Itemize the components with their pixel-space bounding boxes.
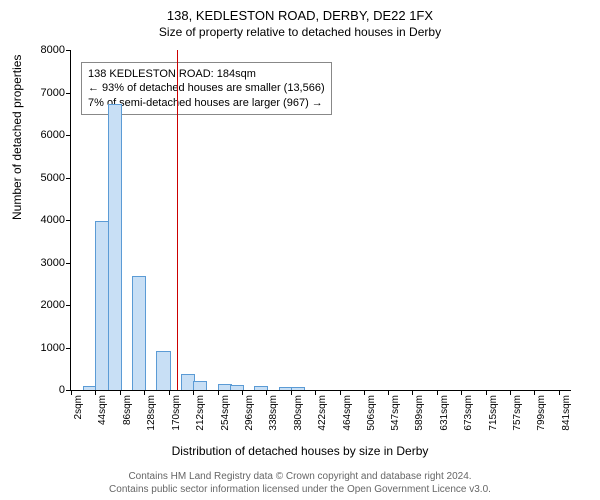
histogram-bar — [254, 386, 268, 390]
annotation-line-1: 138 KEDLESTON ROAD: 184sqm — [88, 67, 325, 81]
x-tick-label: 212sqm — [195, 395, 206, 445]
x-axis-label: Distribution of detached houses by size … — [0, 444, 600, 458]
x-tick — [193, 390, 194, 395]
y-tick-label: 5000 — [25, 172, 65, 184]
histogram-bar — [193, 381, 207, 391]
x-tick — [364, 390, 365, 395]
reference-marker-line — [177, 50, 178, 390]
x-tick — [218, 390, 219, 395]
y-tick-label: 1000 — [25, 342, 65, 354]
x-tick-label: 589sqm — [414, 395, 425, 445]
y-tick — [66, 135, 71, 136]
x-tick-label: 380sqm — [293, 395, 304, 445]
y-axis-label: Number of detached properties — [10, 55, 24, 220]
y-tick-label: 2000 — [25, 299, 65, 311]
y-tick — [66, 263, 71, 264]
histogram-bar — [108, 104, 122, 390]
x-tick-label: 296sqm — [244, 395, 255, 445]
annotation-line-3: 7% of semi-detached houses are larger (9… — [88, 96, 325, 110]
x-tick — [486, 390, 487, 395]
x-tick-label: 547sqm — [390, 395, 401, 445]
histogram-bar — [132, 276, 146, 390]
footer-attribution: Contains HM Land Registry data © Crown c… — [0, 470, 600, 496]
x-tick-label: 673sqm — [463, 395, 474, 445]
footer-line-1: Contains HM Land Registry data © Crown c… — [0, 470, 600, 483]
x-tick-label: 757sqm — [512, 395, 523, 445]
x-tick — [437, 390, 438, 395]
y-tick — [66, 348, 71, 349]
y-tick — [66, 50, 71, 51]
annotation-line-2: ← 93% of detached houses are smaller (13… — [88, 81, 325, 95]
x-tick-label: 338sqm — [268, 395, 279, 445]
x-tick-label: 86sqm — [122, 395, 133, 445]
histogram-bar — [230, 385, 244, 390]
y-tick-label: 4000 — [25, 214, 65, 226]
x-tick-label: 170sqm — [171, 395, 182, 445]
x-tick — [169, 390, 170, 395]
y-tick-label: 8000 — [25, 44, 65, 56]
y-tick-label: 0 — [25, 384, 65, 396]
y-tick-label: 7000 — [25, 87, 65, 99]
x-tick — [388, 390, 389, 395]
x-tick — [510, 390, 511, 395]
x-tick-label: 128sqm — [146, 395, 157, 445]
y-tick — [66, 93, 71, 94]
x-tick-label: 799sqm — [536, 395, 547, 445]
histogram-bar — [156, 351, 170, 390]
x-tick-label: 422sqm — [317, 395, 328, 445]
chart-plot-area: 138 KEDLESTON ROAD: 184sqm ← 93% of deta… — [70, 50, 571, 391]
x-tick — [120, 390, 121, 395]
x-tick-label: 44sqm — [97, 395, 108, 445]
x-tick — [242, 390, 243, 395]
x-tick-label: 464sqm — [342, 395, 353, 445]
chart-container: 138, KEDLESTON ROAD, DERBY, DE22 1FX Siz… — [0, 0, 600, 500]
x-tick — [559, 390, 560, 395]
x-tick — [461, 390, 462, 395]
x-tick-label: 631sqm — [439, 395, 450, 445]
x-tick-label: 841sqm — [561, 395, 572, 445]
x-tick — [340, 390, 341, 395]
y-tick-label: 3000 — [25, 257, 65, 269]
x-tick-label: 2sqm — [73, 395, 84, 445]
x-tick-label: 506sqm — [366, 395, 377, 445]
footer-line-2: Contains public sector information licen… — [0, 483, 600, 496]
y-tick — [66, 178, 71, 179]
histogram-bar — [291, 387, 305, 390]
page-subtitle: Size of property relative to detached ho… — [0, 25, 600, 41]
page-title: 138, KEDLESTON ROAD, DERBY, DE22 1FX — [0, 0, 600, 25]
x-tick — [71, 390, 72, 395]
x-tick-label: 715sqm — [488, 395, 499, 445]
y-tick — [66, 305, 71, 306]
x-tick-label: 254sqm — [220, 395, 231, 445]
y-tick — [66, 220, 71, 221]
y-tick-label: 6000 — [25, 129, 65, 141]
x-tick — [291, 390, 292, 395]
